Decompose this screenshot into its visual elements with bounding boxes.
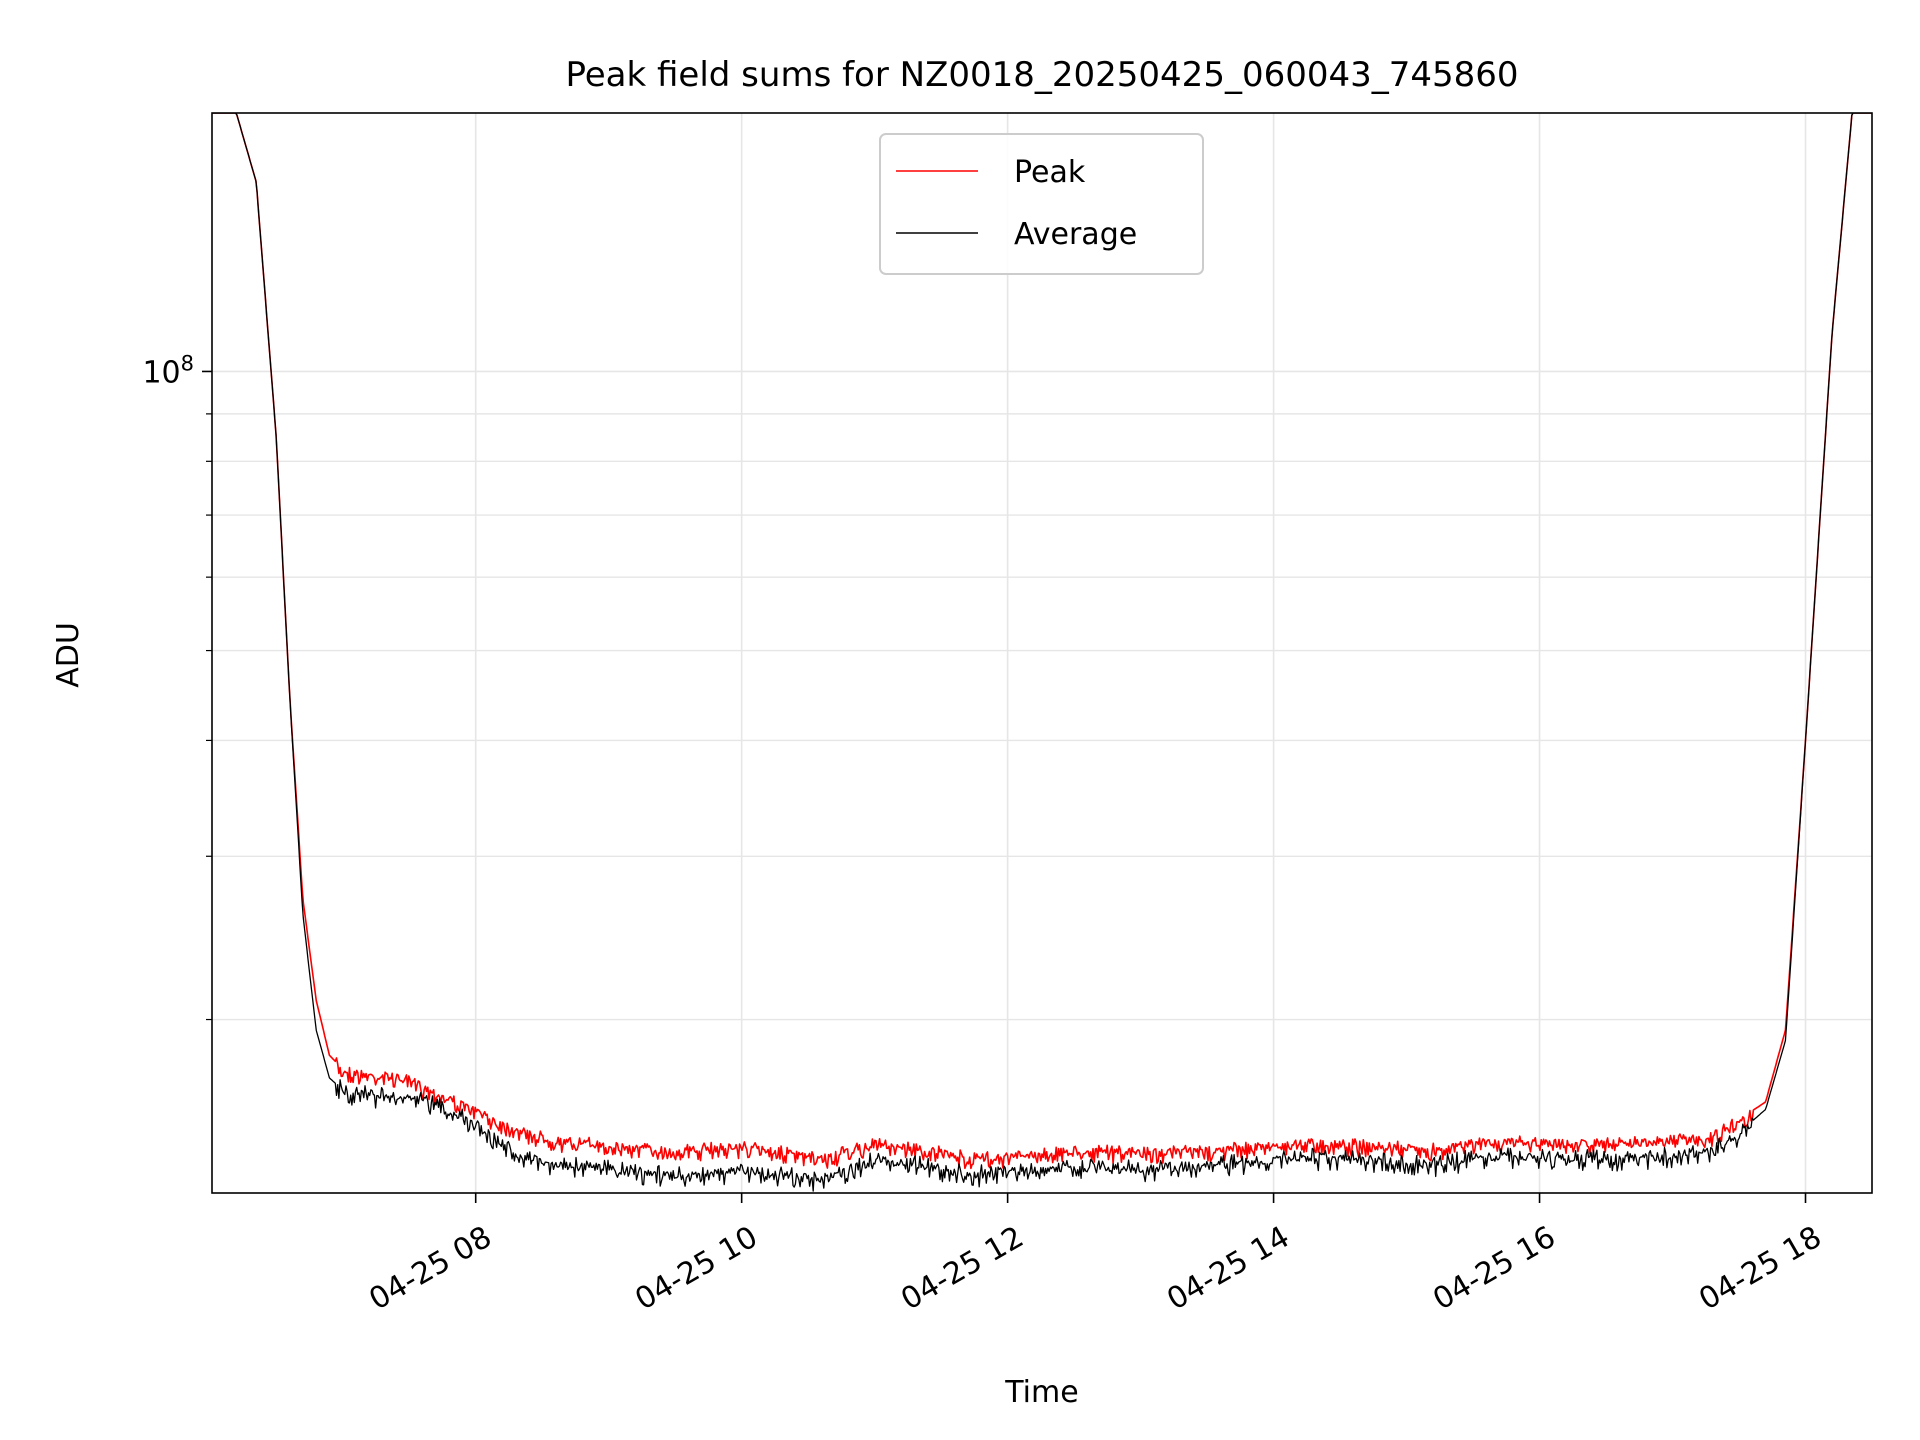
legend-label-average: Average <box>1014 217 1137 252</box>
series-line-peak <box>212 113 1872 1170</box>
plot-frame <box>211 112 1873 1194</box>
y-axis-label: ADU <box>51 622 86 688</box>
series-line-average <box>212 113 1872 1192</box>
grid <box>212 113 1872 1193</box>
series-layer <box>212 113 1872 1192</box>
legend-label-peak: Peak <box>1014 155 1086 190</box>
legend-box <box>879 133 1204 275</box>
chart-title: Peak field sums for NZ0018_20250425_0600… <box>565 55 1518 95</box>
x-axis-label: Time <box>1004 1375 1078 1410</box>
legend: Peak Average <box>879 133 1204 275</box>
y-axis-ticks: 108 <box>142 351 212 1021</box>
y-tick-label: 108 <box>142 351 194 390</box>
